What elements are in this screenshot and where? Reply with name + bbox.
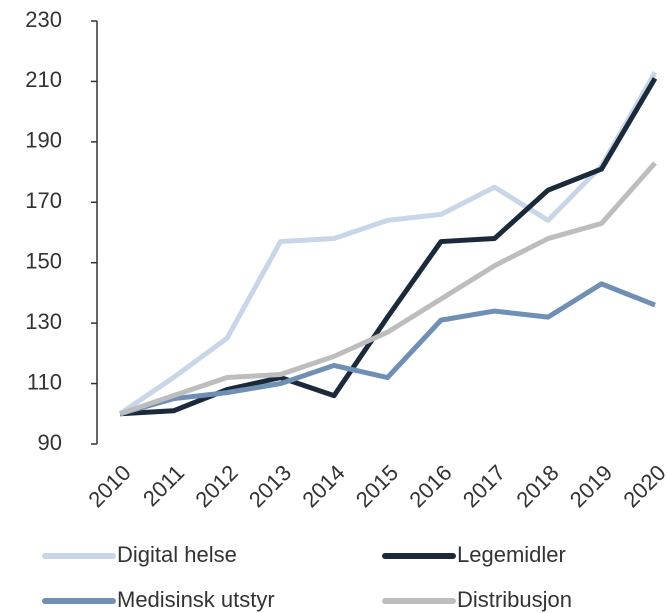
x-tick-label: 2012 [190, 460, 242, 512]
series-line [119, 281, 656, 417]
x-tick-label: 2018 [511, 460, 563, 512]
x-tick-label: 2011 [138, 460, 189, 511]
x-tick-label: 2016 [404, 460, 456, 512]
y-tick-label: 190 [25, 128, 62, 153]
y-tick-label: 90 [38, 430, 62, 455]
legend-label: Distribusjon [457, 587, 572, 612]
x-tick-label: 2015 [351, 460, 403, 512]
x-tick-label: 2010 [83, 460, 135, 512]
series-line [118, 71, 658, 416]
x-tick-label: 2017 [458, 460, 510, 512]
y-tick-label: 150 [25, 249, 62, 274]
series-line [119, 161, 657, 417]
x-tick-label: 2013 [244, 460, 296, 512]
legend-label: Medisinsk utstyr [117, 587, 275, 612]
x-tick-label: 2014 [297, 460, 349, 512]
y-tick-label: 170 [25, 188, 62, 213]
legend-label: Digital helse [117, 542, 237, 567]
series-line [119, 77, 658, 417]
y-tick-label: 230 [25, 7, 62, 32]
legend-label: Legemidler [457, 542, 566, 567]
y-tick-label: 210 [25, 67, 62, 92]
x-tick-label: 2020 [618, 460, 667, 512]
y-tick-label: 130 [25, 309, 62, 334]
x-tick-label: 2019 [565, 460, 617, 512]
y-tick-label: 110 [27, 369, 62, 394]
